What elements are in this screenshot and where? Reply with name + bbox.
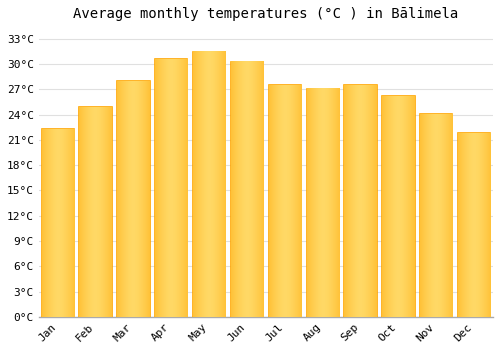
Bar: [458, 133, 490, 317]
Bar: [306, 89, 339, 317]
Bar: [80, 107, 112, 317]
Bar: [193, 51, 225, 317]
Bar: [42, 129, 74, 317]
Bar: [231, 62, 263, 317]
Title: Average monthly temperatures (°C ) in Bālimela: Average monthly temperatures (°C ) in Bā…: [74, 7, 458, 21]
Bar: [269, 85, 301, 317]
Bar: [344, 85, 376, 317]
Bar: [118, 81, 150, 317]
Bar: [382, 96, 414, 317]
Bar: [420, 114, 452, 317]
Bar: [155, 59, 188, 317]
